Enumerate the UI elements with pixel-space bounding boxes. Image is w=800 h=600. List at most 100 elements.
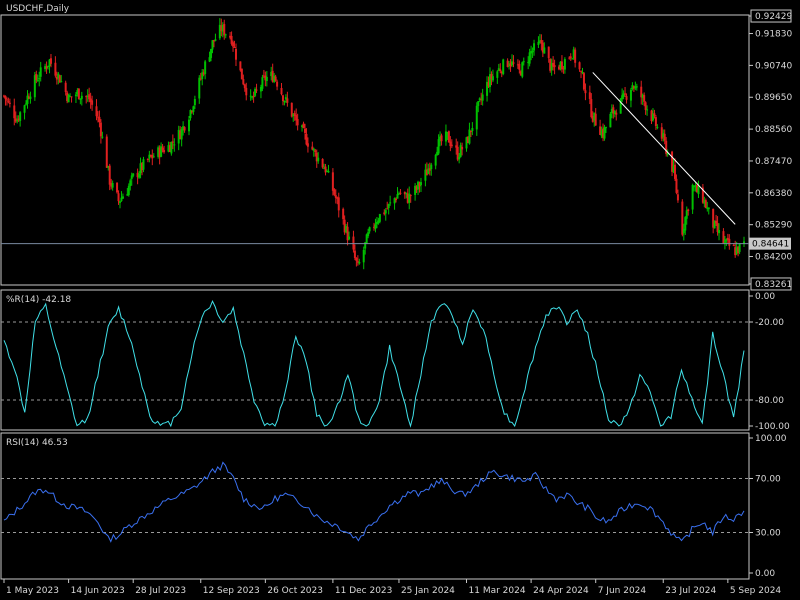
candle [500,70,503,78]
candle [396,187,399,199]
candle [76,88,79,97]
time-tick-label: 5 Sep 2024 [730,586,782,596]
candle [643,92,646,107]
candle [456,141,459,162]
candle [230,31,233,46]
candle [478,97,481,103]
candle [488,67,491,93]
candle [609,112,612,128]
candle [179,126,182,140]
candle [541,40,544,58]
wpr-panel-frame [0,289,750,431]
price-candles[interactable] [3,18,745,270]
candle [715,214,718,227]
candle [96,111,99,123]
candle [337,192,340,218]
candle [44,63,47,72]
candle [353,244,356,261]
candle [39,61,42,82]
candle [461,142,464,156]
candle [170,141,173,156]
candle [284,94,287,104]
candle [430,162,433,176]
trend-line[interactable] [592,72,736,225]
candle [261,74,264,92]
candle [666,149,669,157]
candle [581,67,584,75]
candle [17,115,20,123]
candle [694,181,697,192]
candle [682,223,685,241]
candle [111,180,114,191]
time-tick-label: 11 Dec 2023 [335,586,393,596]
candle [280,82,283,96]
candle [706,201,709,212]
candle [675,174,678,195]
candle [233,40,236,48]
candle [387,203,390,215]
candle [301,124,304,132]
candle [377,217,380,225]
candle [48,58,51,74]
candle [538,34,541,44]
candle [13,98,16,126]
time-tick-label: 1 May 2023 [6,586,59,596]
candle [444,124,447,146]
candle [651,108,654,122]
candle [701,184,704,204]
candle [29,91,32,104]
candle [632,85,635,92]
candle [38,71,41,87]
candle [292,113,295,122]
candle [480,92,483,106]
candle [728,234,731,250]
candle [331,168,334,196]
candle [475,102,478,136]
candle [239,61,242,72]
rsi-panel[interactable]: RSI(14) 46.53 100.00 70.00 30.00 0.00 [0,432,787,580]
time-tick-label: 23 Jul 2024 [665,586,716,596]
wpr-level-lines [1,321,749,401]
axis-tick-label: 30.00 [755,529,781,539]
candle [88,87,91,103]
candle [120,191,123,202]
candle [224,33,227,39]
candle [491,69,494,83]
candle [737,246,740,257]
candle [528,48,531,67]
candle [171,134,174,150]
candle [303,123,306,140]
wpr-panel[interactable]: %R(14) -42.18 0.00 -20.00 -80.00 -100.00 [0,289,790,432]
candle [243,83,246,92]
candle [703,196,706,208]
axis-tick-label: 0.00 [755,569,775,579]
candle [624,86,627,97]
candle [305,128,308,146]
price-panel[interactable]: USDCHF,Daily 0.92429 0.91830 0.90740 0.8965… [0,4,792,291]
candle [409,194,412,203]
candle [214,33,217,42]
candle [365,233,368,244]
candle [641,93,644,105]
candle [64,80,67,96]
candle [80,91,83,106]
candle [497,63,500,72]
candle [85,95,88,104]
candle [204,59,207,80]
candle [405,192,408,199]
candle [142,156,145,173]
candle [568,56,571,60]
candle [469,130,472,138]
candle [326,169,329,173]
candle [210,48,213,62]
price-tick-box [750,9,792,23]
candle [588,85,591,105]
candle [208,51,211,63]
candle [293,110,296,121]
candle [271,63,274,83]
candle [183,126,186,133]
candle [613,110,616,118]
candle [468,122,471,145]
candle [358,258,361,265]
